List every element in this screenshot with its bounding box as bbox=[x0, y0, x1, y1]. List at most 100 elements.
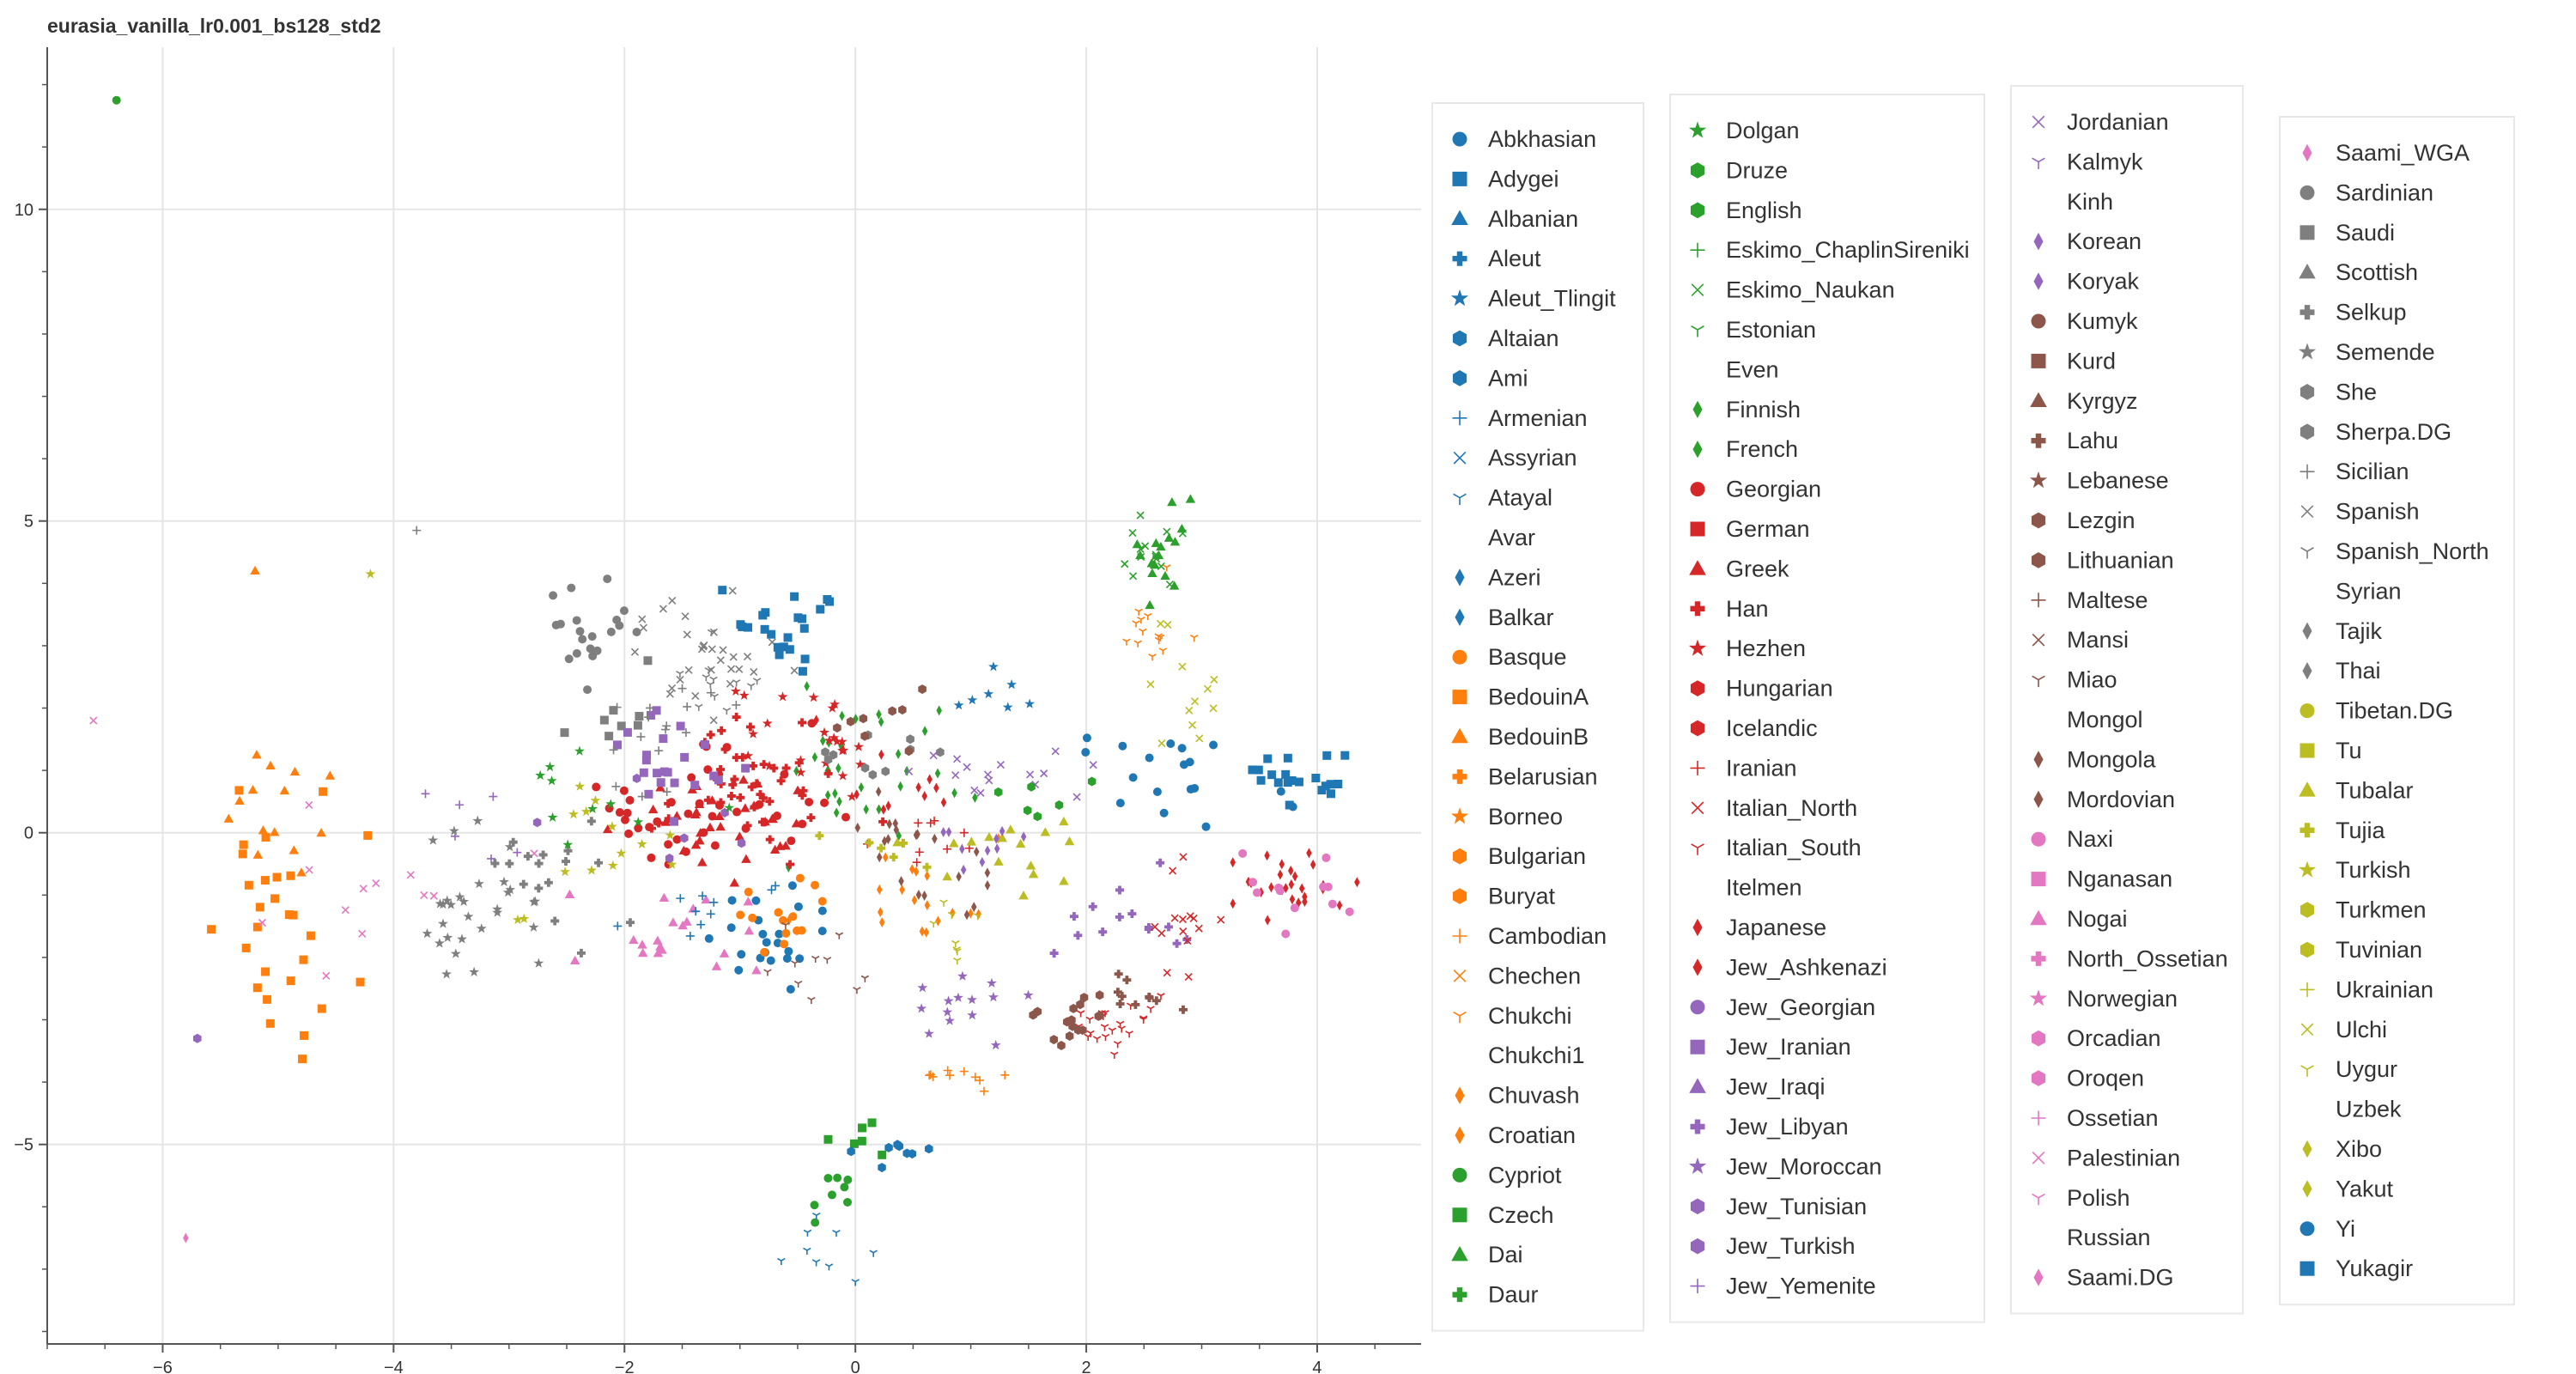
point-saami-dg bbox=[183, 1232, 189, 1243]
point-french bbox=[936, 705, 942, 716]
legend-item-koryak: Koryak bbox=[2033, 269, 2140, 295]
point-miao bbox=[823, 957, 832, 964]
legend-swatch-croatian bbox=[1455, 1126, 1465, 1145]
point-french bbox=[824, 789, 831, 800]
legend-item-jordanian: Jordanian bbox=[2032, 109, 2169, 135]
point-hezhen bbox=[837, 745, 848, 756]
point-lahu bbox=[1115, 999, 1125, 1008]
legend-item-palestinian: Palestinian bbox=[2032, 1145, 2180, 1170]
point-basque bbox=[811, 880, 820, 890]
point-selkup bbox=[538, 850, 548, 860]
point-spanish bbox=[719, 646, 727, 654]
point-italian-south bbox=[1085, 1016, 1094, 1024]
point-japanese bbox=[1268, 882, 1274, 893]
point-abkhasian bbox=[751, 896, 761, 905]
point-abkhasian bbox=[775, 929, 784, 939]
point-adygei bbox=[773, 642, 782, 652]
point-tubalar bbox=[984, 832, 994, 842]
point-han bbox=[769, 763, 779, 773]
point-dai bbox=[1150, 560, 1160, 569]
point-chukchi bbox=[1137, 616, 1145, 624]
legend-label-jew-moroccan: Jew_Moroccan bbox=[1726, 1153, 1882, 1179]
legend-label-abkhasian: Abkhasian bbox=[1488, 126, 1596, 152]
point-croatian bbox=[911, 895, 918, 906]
point-sherpa-dg bbox=[906, 734, 914, 745]
legend-label-tubalar: Tubalar bbox=[2336, 777, 2414, 803]
legend-item-english: English bbox=[1690, 198, 1802, 223]
point-jew-moroccan bbox=[987, 977, 997, 988]
legend-label-nogai: Nogai bbox=[2067, 906, 2128, 932]
legend-swatch-orcadian bbox=[2031, 1030, 2046, 1047]
point-basque bbox=[774, 908, 783, 917]
point-georgian bbox=[619, 786, 629, 795]
point-han bbox=[720, 745, 730, 754]
legend-swatch-tu bbox=[2300, 743, 2315, 758]
legend-item-korean: Korean bbox=[2033, 228, 2142, 254]
legend-item-mongola: Mongola bbox=[2033, 746, 2157, 772]
point-japanese bbox=[1354, 877, 1360, 888]
legend-label-jew-iraqi: Jew_Iraqi bbox=[1726, 1074, 1826, 1100]
legend-label-spanish-north: Spanish_North bbox=[2336, 538, 2489, 564]
chart-title: eurasia_vanilla_lr0.001_bs128_std2 bbox=[47, 15, 381, 37]
legend-label-mongol: Mongol bbox=[2067, 707, 2143, 733]
point-jew-iranian bbox=[670, 817, 679, 826]
point-koryak bbox=[1020, 831, 1027, 842]
point-cambodian bbox=[926, 1070, 935, 1079]
point-mongola bbox=[984, 879, 991, 891]
legend-label-basque: Basque bbox=[1488, 644, 1567, 670]
point-han bbox=[752, 779, 762, 788]
point-turkish bbox=[616, 848, 627, 858]
legend-item-russian: Russian bbox=[2067, 1225, 2151, 1250]
legend-swatch-yukagir bbox=[2300, 1261, 2315, 1276]
legend-swatch-druze bbox=[1690, 162, 1705, 179]
point-sicilian bbox=[732, 700, 741, 709]
legend-item-sicilian: Sicilian bbox=[2300, 459, 2409, 484]
legend-swatch-jew-turkish bbox=[1690, 1237, 1705, 1255]
point-selkup bbox=[505, 859, 514, 868]
legend-label-daur: Daur bbox=[1488, 1282, 1539, 1308]
point-spanish bbox=[668, 596, 677, 605]
point-japanese bbox=[1287, 865, 1294, 876]
point-sardinian bbox=[578, 635, 587, 644]
point-jordanian bbox=[929, 751, 938, 760]
point-bedouinb bbox=[316, 827, 326, 837]
point-miao bbox=[835, 932, 844, 939]
legend-swatch-nganasan bbox=[2031, 872, 2046, 887]
point-dai bbox=[1170, 537, 1181, 546]
point-jew-ashkenazi bbox=[933, 782, 939, 793]
point-armenian bbox=[698, 891, 708, 901]
point-hezhen bbox=[762, 718, 773, 728]
point-jew-tunisian bbox=[632, 773, 641, 783]
point-bedouinb bbox=[223, 813, 234, 823]
legend-label-croatian: Croatian bbox=[1488, 1122, 1576, 1148]
point-jew-libyan bbox=[1098, 927, 1108, 937]
point-lezgin bbox=[1033, 1006, 1042, 1017]
point-italian-north bbox=[1186, 912, 1194, 921]
legend-swatch-eskimo-naukan bbox=[1691, 283, 1704, 296]
legend-item-sardinian: Sardinian bbox=[2300, 179, 2433, 205]
point-semende bbox=[442, 932, 453, 942]
point-cypriot bbox=[840, 1182, 849, 1192]
point-italian-south bbox=[1108, 1027, 1117, 1035]
point-tujia bbox=[877, 843, 886, 853]
point-naxi bbox=[1327, 899, 1337, 909]
point-sicilian bbox=[662, 787, 671, 797]
point-bedouinb bbox=[265, 760, 276, 770]
point-bedouina bbox=[252, 922, 262, 932]
legend-label-borneo: Borneo bbox=[1488, 804, 1563, 830]
point-tubalar bbox=[1015, 838, 1026, 848]
legend-item-lithuanian: Lithuanian bbox=[2031, 547, 2174, 573]
legend-item-naxi: Naxi bbox=[2031, 826, 2113, 852]
point-jew-libyan bbox=[1115, 885, 1125, 895]
point-yukagir bbox=[1254, 765, 1263, 775]
point-abkhasian bbox=[737, 950, 746, 959]
point-tubalar bbox=[942, 871, 952, 881]
point-jew-ashkenazi bbox=[878, 749, 884, 760]
point-armenian bbox=[767, 885, 776, 895]
point-jordanian bbox=[1089, 761, 1097, 769]
point-armenian bbox=[691, 907, 701, 916]
point-jew-iranian bbox=[656, 778, 665, 787]
point-sardinian bbox=[572, 616, 581, 625]
point-adygei bbox=[760, 624, 769, 634]
point-hezhen bbox=[837, 770, 848, 781]
